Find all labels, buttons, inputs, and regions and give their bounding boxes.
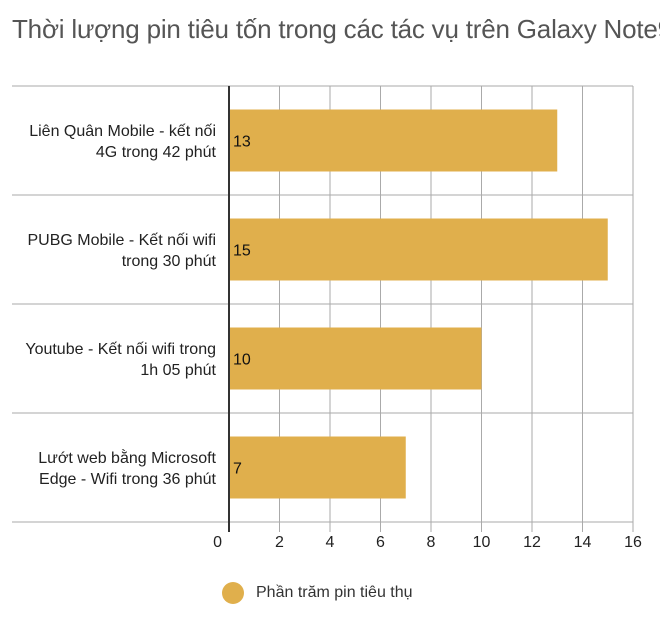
data-label-0: 13 xyxy=(233,134,251,151)
tick-label-6: 12 xyxy=(523,534,541,551)
bars-layer xyxy=(229,109,608,499)
data-label-3: 7 xyxy=(233,461,242,478)
data-label-1: 15 xyxy=(233,243,251,260)
tick-labels: 0 2 4 6 8 10 12 14 16 xyxy=(213,534,642,551)
tick-label-5: 10 xyxy=(473,534,491,551)
row-separators xyxy=(12,85,633,523)
category-labels: Liên Quân Mobile - kết nối 4G trong 42 ph… xyxy=(25,123,216,488)
category-label-3: Lướt web bằng Microsoft Edge - Wifi trong… xyxy=(38,448,216,488)
data-label-2: 10 xyxy=(233,352,251,369)
category-label-0: Liên Quân Mobile - kết nối 4G trong 42 ph… xyxy=(29,123,216,161)
tick-label-7: 14 xyxy=(574,534,592,551)
legend-swatch xyxy=(222,582,244,604)
legend: Phần trăm pin tiêu thụ xyxy=(222,582,413,604)
tick-label-2: 4 xyxy=(326,534,335,551)
tick-label-3: 6 xyxy=(376,534,385,551)
tick-label-8: 16 xyxy=(624,534,642,551)
category-label-1: PUBG Mobile - Kết nối wifi trong 30 phút xyxy=(27,232,216,270)
category-label-2: Youtube - Kết nối wifi trong 1h 05 phút xyxy=(25,341,216,379)
legend-label: Phần trăm pin tiêu thụ xyxy=(256,584,413,601)
bar-1 xyxy=(229,218,608,281)
tick-label-0: 0 xyxy=(213,534,222,551)
tick-label-4: 8 xyxy=(427,534,436,551)
bar-0 xyxy=(229,109,558,172)
bar-3 xyxy=(229,436,406,499)
tick-label-1: 2 xyxy=(275,534,284,551)
bar-2 xyxy=(229,327,482,390)
data-labels: 13 15 10 7 xyxy=(233,134,251,478)
chart-title: Thời lượng pin tiêu tốn trong các tác vụ… xyxy=(12,14,660,44)
